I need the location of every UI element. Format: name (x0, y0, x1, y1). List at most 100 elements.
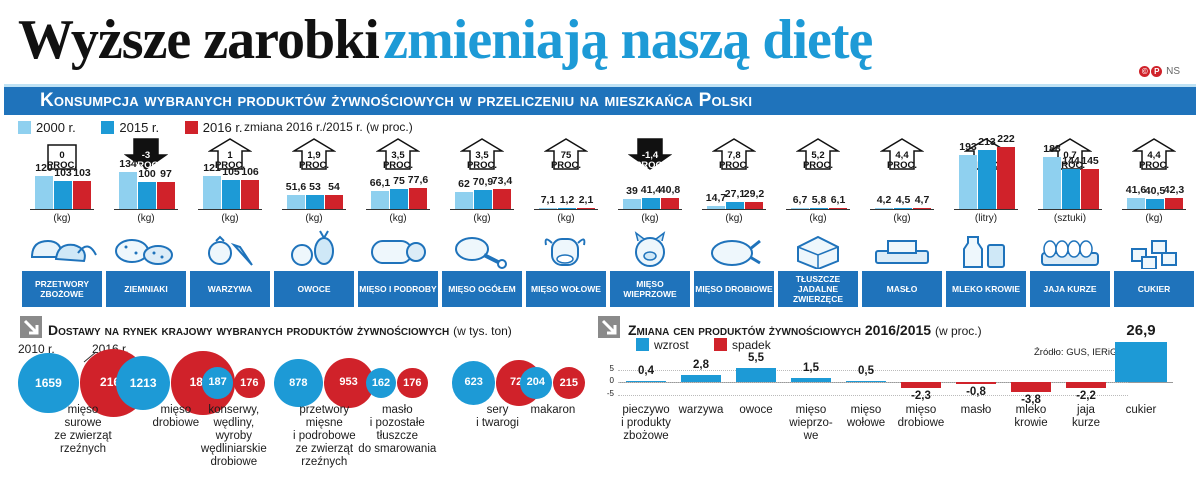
price-category-label: cukier (1107, 404, 1175, 417)
icon-graphic (544, 238, 586, 266)
logo-mark-1: © (1139, 66, 1151, 77)
label-line: rzeźnych (59, 443, 107, 455)
change-number: 0 (59, 150, 65, 161)
change-value: 5,2 PROC. (796, 151, 840, 171)
bar-group: 121 105 106 (188, 135, 272, 210)
change-arrow-icon (628, 138, 672, 170)
bar-value-label: 121 (203, 161, 221, 174)
change-badge: -1,4 PROC. (628, 137, 672, 171)
fruit-icon (274, 227, 354, 269)
label-line: pieczywo (622, 404, 670, 416)
label-line: mięso (67, 404, 99, 416)
bar (1127, 198, 1145, 210)
change-number: 7,8 (727, 150, 741, 161)
bar (306, 194, 324, 210)
y-gridline (618, 394, 1128, 396)
change-value: 0 PROC. (40, 151, 84, 171)
label-line: cukier (1125, 404, 1157, 416)
bar (35, 175, 53, 210)
deliveries-unit: (w tys. ton) (453, 324, 512, 338)
page-title-part2: zmieniają naszą dietę (383, 9, 873, 71)
unit-label: (kg) (725, 213, 743, 224)
label-line: warzywa (678, 404, 724, 416)
category-label: TŁUSZCZE JADALNE ZWIERZĘCE (778, 271, 858, 307)
bar-value-label: 27,1 (724, 188, 746, 201)
prices-title-text: Zmiana cen produktów żywnościowych 2016/… (628, 322, 932, 338)
label-line: mięso (905, 404, 937, 416)
price-category-label: owoce (722, 404, 790, 417)
deliveries-title: Dostawy na rynek krajowy wybranych produ… (48, 322, 512, 338)
consumption-column: 3,5 PROC. 62 70,9 73,4 (kg) MIĘSO OGÓŁEM (440, 135, 524, 310)
unit-label: (kg) (389, 213, 407, 224)
publisher-logos: © P NS (1139, 66, 1180, 77)
bar-value-label: 14,7 (705, 191, 727, 204)
icon-graphic (1041, 240, 1099, 266)
change-unit: PROC. (1138, 160, 1170, 171)
bar (726, 202, 744, 210)
label-line: i podrobowe (292, 430, 356, 442)
change-value: 3,5 PROC. (460, 151, 504, 171)
price-value-label: 5,5 (748, 352, 764, 365)
section-arrow-icon (20, 316, 42, 338)
bar-value-label: 41,6 (1125, 184, 1147, 197)
bar-value-label: 40,8 (659, 184, 681, 197)
bar-baseline (870, 209, 934, 210)
unit-label: (kg) (473, 213, 491, 224)
arrow-up-shape (208, 138, 252, 170)
bar (1146, 198, 1164, 210)
change-unit: PROC. (130, 160, 162, 171)
price-category-label: mięso drobiowe (887, 404, 955, 430)
bar-baseline (786, 209, 850, 210)
change-value: 4,4 PROC. (1132, 151, 1176, 171)
bar (1165, 198, 1183, 210)
icon-graphic (208, 235, 253, 266)
change-value: -1,4 PROC. (628, 151, 672, 171)
bar-group: 39 41,4 40,8 (608, 135, 692, 210)
label-line: wyroby (215, 430, 253, 442)
bubble-2010: 187 (202, 367, 234, 399)
arrow-up-shape (460, 138, 504, 170)
bar-group: 62 70,9 73,4 (440, 135, 524, 210)
delivery-category-label: mięso surowe ze zwierząt rzeźnych (37, 404, 129, 456)
bar (157, 182, 175, 210)
icon-graphic (115, 239, 173, 265)
delivery-category-label: masło i pozostałe tłuszcze do smarowania (351, 404, 443, 456)
bar-baseline (1122, 209, 1186, 210)
icon-graphic (30, 239, 97, 263)
change-unit: PROC. (1054, 160, 1086, 171)
price-category-label: mleko krowie (997, 404, 1065, 430)
label-line: drobiowe (897, 417, 945, 429)
bar-value-label: 41,4 (640, 184, 662, 197)
y-tick-label: 5 (609, 363, 614, 373)
bar-value-label: 7,1 (540, 194, 556, 206)
bar-value-label: 70,9 (472, 175, 494, 188)
bar-value-label: 77,6 (407, 173, 429, 186)
change-badge: -3 PROC. (124, 137, 168, 171)
flat-box-shape (47, 144, 77, 170)
change-badge: 7,8 PROC. (712, 137, 756, 171)
change-badge: 1,9 PROC. (292, 137, 336, 171)
bar (997, 147, 1015, 210)
sugar-icon (1114, 227, 1194, 270)
prices-legend-swatch-up (636, 338, 649, 351)
bar-value-label: 62 (458, 178, 470, 191)
change-unit: PROC. (298, 160, 330, 171)
potato-icon (106, 227, 186, 269)
bar-value-label: 66,1 (369, 177, 391, 190)
price-bar (736, 368, 776, 382)
bubble-2010: 878 (274, 358, 323, 408)
bar-group: 4,2 4,5 4,7 (860, 135, 944, 210)
y-gridline (618, 369, 1128, 371)
label-line: wieprzo- (789, 417, 833, 429)
bubble-2016: 176 (234, 367, 265, 399)
label-line: masło (381, 404, 413, 416)
bar-group: 188 144 145 (1028, 135, 1112, 210)
bar (54, 180, 72, 210)
label-line: ze zwierząt (54, 430, 112, 442)
category-label: ZIEMNIAKI (106, 271, 186, 307)
bar-value-label: 193 (959, 141, 977, 154)
unit-label: (kg) (809, 213, 827, 224)
change-unit: PROC. (466, 160, 498, 171)
bar (409, 187, 427, 210)
bar-baseline (954, 209, 1018, 210)
